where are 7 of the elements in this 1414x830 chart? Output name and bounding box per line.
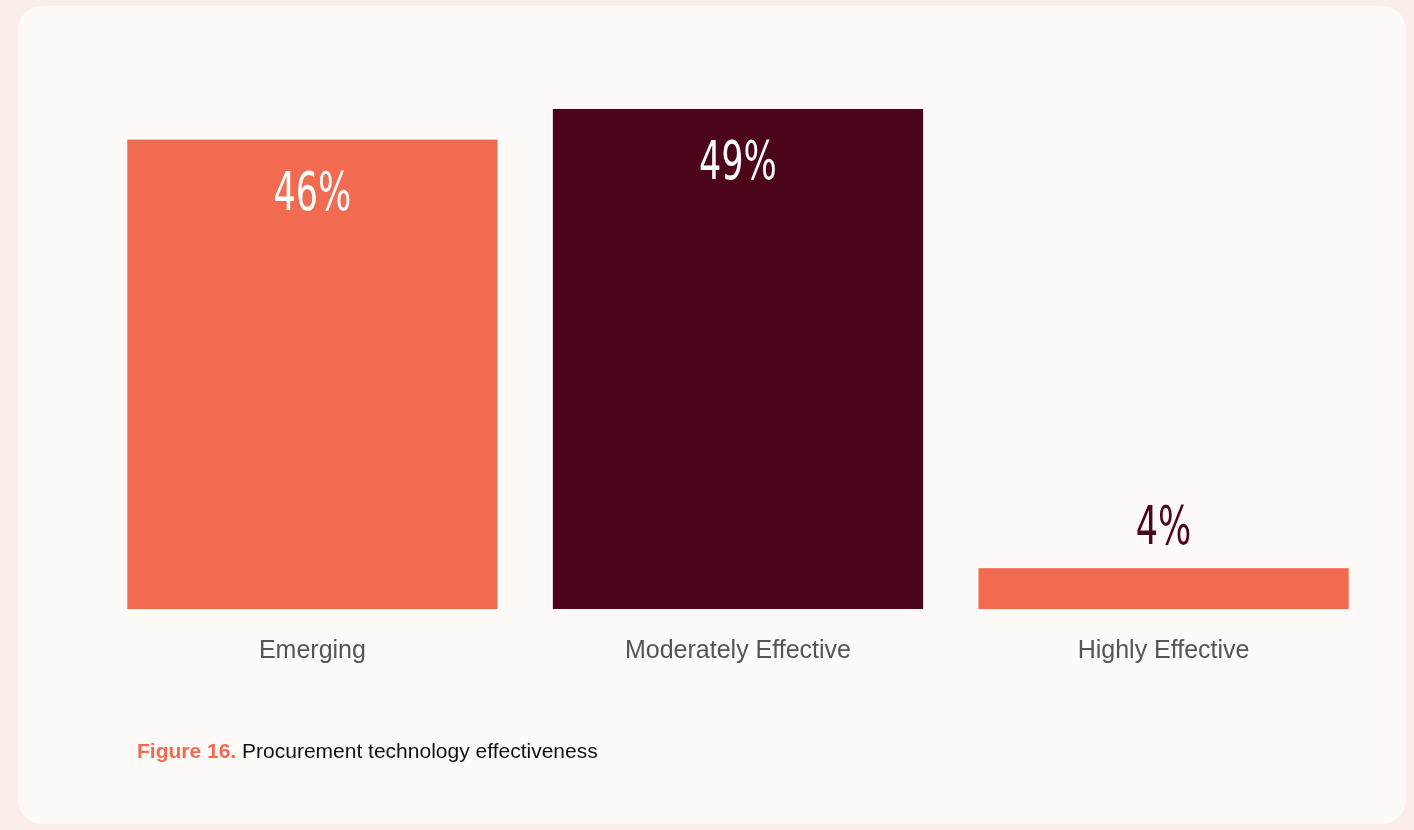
caption: Figure 16. Procurement technology effectiveness — [137, 739, 598, 762]
x-tick-label: Highly Effective — [1077, 635, 1250, 663]
x-tick-label: Moderately Effective — [624, 635, 852, 663]
data-label: 49% — [699, 128, 777, 192]
data-label: 4% — [1135, 493, 1192, 557]
x-tick-label: Emerging — [258, 635, 366, 663]
data-label: 46% — [273, 159, 352, 223]
